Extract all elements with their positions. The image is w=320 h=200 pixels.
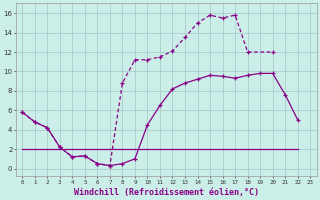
X-axis label: Windchill (Refroidissement éolien,°C): Windchill (Refroidissement éolien,°C): [74, 188, 259, 197]
